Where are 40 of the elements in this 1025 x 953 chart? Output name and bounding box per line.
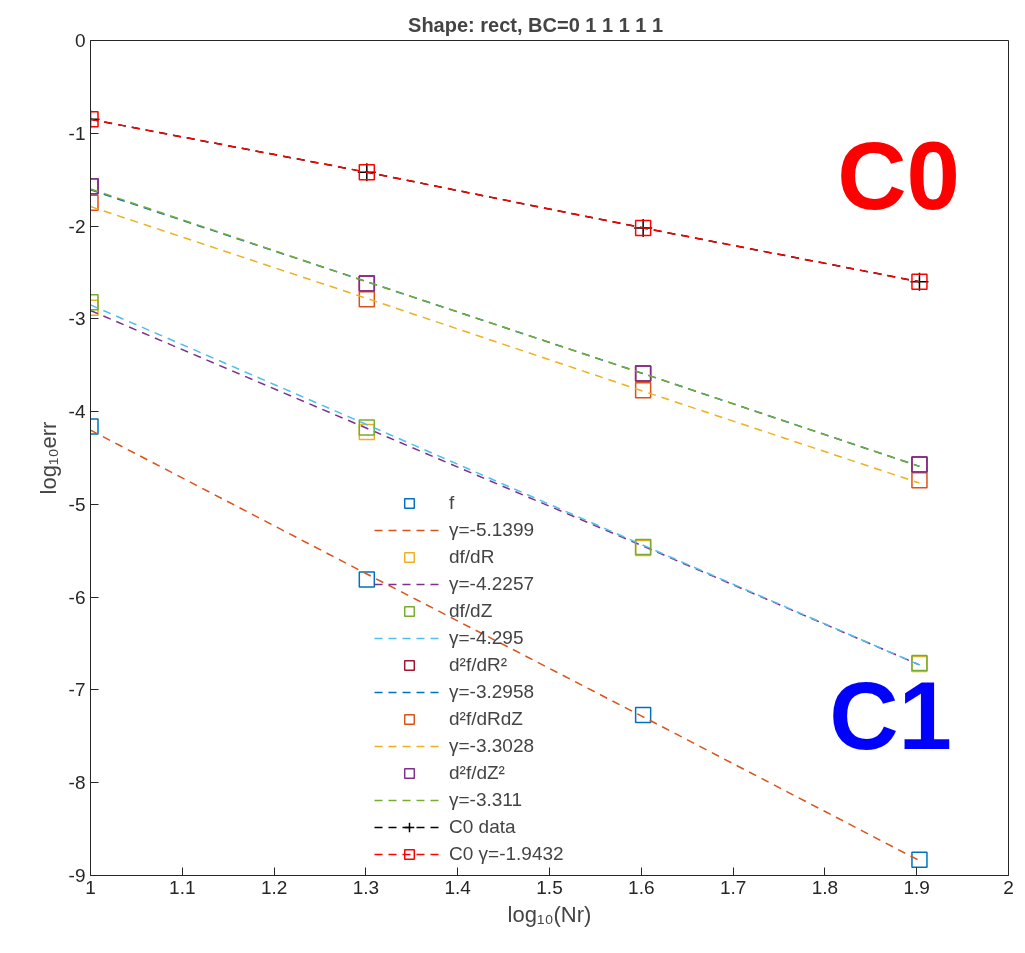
x-tick-label: 1.2 [260,876,288,898]
y-tick-label: -8 [68,772,86,794]
x-tick-label: 1 [85,876,96,898]
legend-label: df/dR [449,545,495,569]
x-tick-label: 1.5 [536,876,563,898]
annotation: C0 [837,122,960,229]
y-tick-label: -1 [68,122,86,144]
chart-title: Shape: rect, BC=0 1 1 1 1 1 [408,13,664,36]
y-tick-label: -7 [68,679,86,701]
x-tick-label: 1.3 [352,876,380,898]
y-axis-title: log₁₀err [35,421,61,495]
y-tick-label: -2 [68,215,86,237]
y-tick-label: -5 [68,493,86,515]
x-tick-label: 1.1 [169,876,196,898]
x-axis-title: log₁₀(Nr) [507,901,592,927]
legend-label: γ=-3.3028 [449,734,535,758]
legend-label: C0 data [449,815,516,839]
legend-label: d²f/dZ² [449,761,505,785]
legend-label: df/dZ [449,599,493,623]
y-tick-label: -4 [68,401,86,423]
y-tick-label: -6 [68,586,86,608]
legend-label: γ=-3.311 [449,788,523,812]
x-tick-label: 1.7 [719,876,747,898]
legend-label: γ=-4.2257 [449,572,535,596]
y-tick-label: -3 [68,308,86,330]
x-tick-label: 1.6 [628,876,655,898]
legend-label: f [449,491,456,515]
x-tick-label: 2 [1003,876,1014,898]
x-tick-label: 1.8 [811,876,839,898]
legend-label: γ=-3.2958 [449,680,535,704]
legend-label: γ=-5.1399 [449,518,535,542]
legend-label: d²f/dRdZ [449,707,523,731]
annotation: C1 [829,662,952,769]
y-tick-label: -9 [68,865,86,886]
y-tick-label: 0 [74,30,86,51]
legend-label: C0 γ=-1.9432 [449,842,564,866]
x-tick-label: 1.4 [444,876,472,898]
x-tick-label: 1.9 [903,876,930,898]
legend-label: d²f/dR² [449,653,508,677]
legend-label: γ=-4.295 [449,626,524,650]
